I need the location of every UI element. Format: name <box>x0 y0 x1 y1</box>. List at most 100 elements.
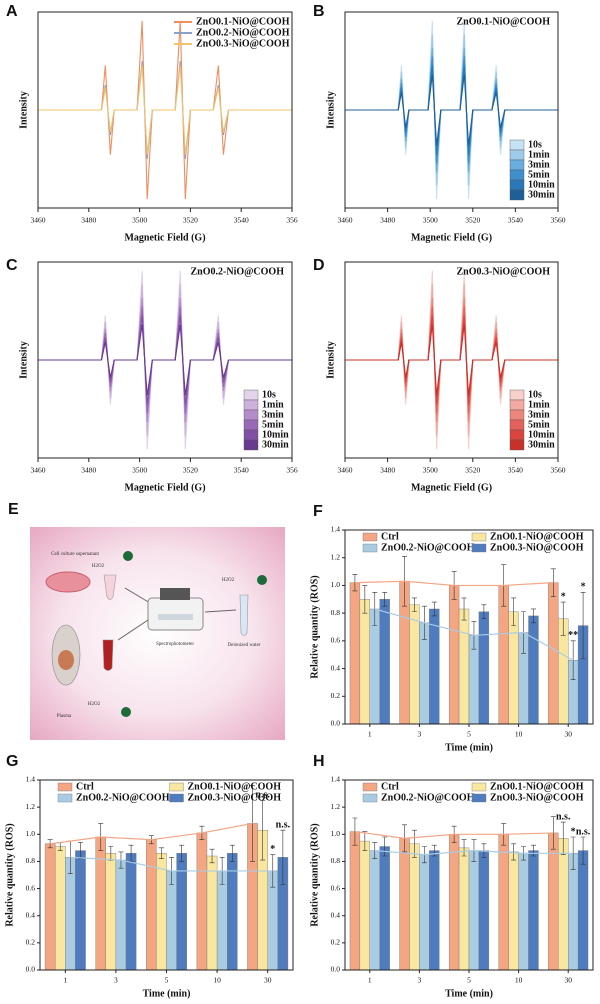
x-axis-title: Magnetic Field (G) <box>124 482 205 493</box>
error-bar <box>77 842 83 860</box>
legend-label: ZnO0.3-NiO@COOH <box>490 792 584 803</box>
label: H2O2 <box>88 702 101 707</box>
y-axis-title: Intensity <box>18 91 29 129</box>
legend-label: ZnO0.3-NiO@COOH <box>490 542 584 553</box>
error-bar <box>431 601 437 617</box>
bar <box>508 851 519 971</box>
significance-label: ** <box>568 630 578 641</box>
x-tick-label: 30 <box>564 976 572 985</box>
legend-swatch <box>509 419 525 431</box>
y-tick-label: 0.2 <box>331 691 341 700</box>
error-bar <box>530 608 536 624</box>
legend-swatch <box>362 782 378 792</box>
x-axis-title: Time (min) <box>143 988 191 999</box>
significance-label: * <box>581 582 586 593</box>
label: Spectrophotometer <box>156 642 194 647</box>
nanoparticle <box>257 575 267 585</box>
legend-swatch <box>362 543 378 553</box>
y-tick-label: 0.6 <box>331 636 341 645</box>
legend-label: ZnO0.3-NiO@COOH <box>196 38 290 49</box>
legend-label: 1min <box>528 149 550 160</box>
lid <box>160 588 190 600</box>
bar <box>379 599 390 725</box>
legend-swatch <box>509 439 525 451</box>
spectrum-line <box>345 324 558 396</box>
nanoparticle <box>121 707 131 717</box>
y-tick-label: 0.8 <box>331 608 341 617</box>
x-tick-label: 3560 <box>551 466 566 475</box>
x-tick-label: 10 <box>515 976 523 985</box>
bar <box>349 582 361 725</box>
x-tick-label: 356 <box>286 466 298 475</box>
legend-label: 1min <box>528 399 550 410</box>
error-bar <box>511 843 517 861</box>
x-tick-label: 3480 <box>81 216 96 225</box>
trend-line <box>374 608 574 661</box>
error-bar <box>158 847 164 860</box>
error-bar <box>260 800 266 861</box>
bar <box>409 843 420 971</box>
legend-label: ZnO0.2-NiO@COOH <box>76 792 170 803</box>
x-tick-label: 3480 <box>380 466 395 475</box>
legend-swatch <box>509 149 525 161</box>
x-axis-title: Magnetic Field (G) <box>411 482 492 493</box>
legend-label: 10s <box>262 389 276 400</box>
legend-label: ZnO0.2-NiO@COOH <box>196 27 290 38</box>
plot-frame <box>37 11 293 209</box>
legend-label: 30min <box>528 439 555 450</box>
legend-swatch <box>471 782 487 792</box>
bar <box>349 831 361 971</box>
bar <box>419 854 430 971</box>
plot-frame <box>344 11 559 209</box>
legend-label: 10s <box>528 389 542 400</box>
x-tick-label: 1 <box>368 976 372 985</box>
petri-dish <box>45 571 91 593</box>
x-tick-label: 3460 <box>338 466 353 475</box>
label: H2O2 <box>92 564 105 569</box>
bar <box>44 843 56 971</box>
bar <box>196 832 208 971</box>
error-bar <box>461 839 467 857</box>
legend-swatch <box>471 532 487 542</box>
bar <box>206 855 218 971</box>
legend-swatch <box>509 409 525 421</box>
x-tick-label: 3520 <box>465 216 480 225</box>
error-bar <box>511 597 517 626</box>
error-bar <box>382 592 388 607</box>
panel-letter: C <box>6 257 18 274</box>
legend-swatch <box>243 439 259 451</box>
bar <box>409 604 420 725</box>
y-tick-label: 1.0 <box>331 580 341 589</box>
legend-label: ZnO0.2-NiO@COOH <box>381 542 475 553</box>
bar <box>75 850 86 971</box>
bar <box>54 846 66 971</box>
legend-swatch <box>243 419 259 431</box>
y-axis-title: Relative quantity (ROS) <box>309 823 320 926</box>
x-tick-label: 5 <box>165 976 169 985</box>
bar <box>359 840 371 971</box>
x-tick-label: 3480 <box>380 216 395 225</box>
legend-label: Ctrl <box>76 781 94 792</box>
bar <box>548 582 559 725</box>
y-axis-title: Intensity <box>325 341 336 379</box>
panel-letter: B <box>313 3 325 20</box>
x-tick-label: 3 <box>418 730 422 739</box>
error-bar <box>550 568 556 597</box>
x-tick-label: 3520 <box>465 466 480 475</box>
y-tick-label: 0.0 <box>331 719 341 728</box>
legend-label: 3min <box>262 409 284 420</box>
x-tick-label: 3540 <box>234 466 249 475</box>
spectrum-line <box>38 65 292 155</box>
x-tick-label: 3500 <box>132 466 147 475</box>
bar <box>468 850 480 971</box>
blood-tube <box>102 639 114 671</box>
x-axis-title: Magnetic Field (G) <box>124 232 205 243</box>
bar <box>379 846 390 971</box>
legend-label: Ctrl <box>381 531 399 542</box>
panel-letter: D <box>313 257 325 274</box>
legend-swatch <box>362 793 378 803</box>
y-tick-label: 1.0 <box>331 829 341 838</box>
x-tick-label: 3500 <box>132 216 147 225</box>
error-bar <box>229 844 235 862</box>
